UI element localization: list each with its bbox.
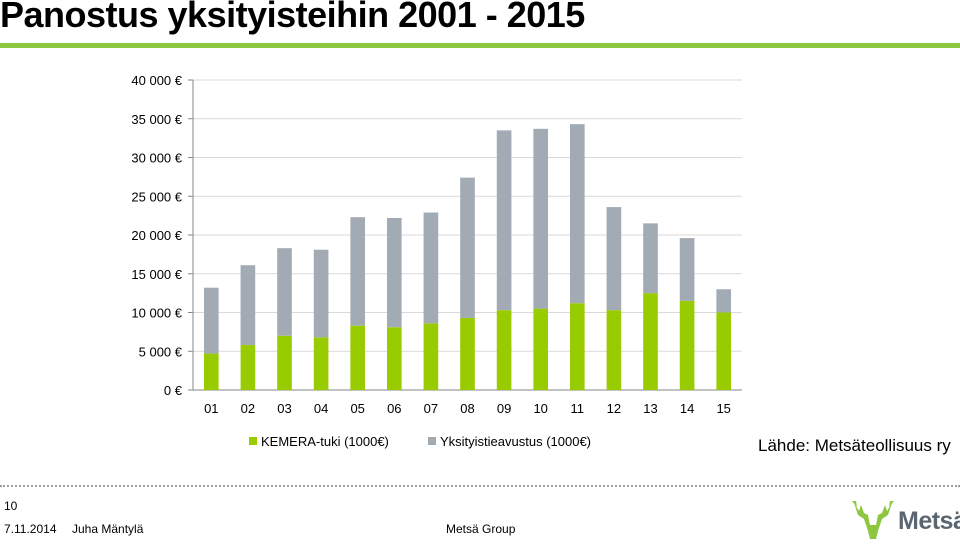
bar-kemera-tuki (679, 300, 695, 390)
bar-kemera-tuki (643, 293, 658, 390)
bar-yksityistieavustus (606, 207, 622, 311)
footer-date: 7.11.2014 (4, 522, 57, 536)
bar-yksityistieavustus (350, 217, 366, 326)
legend: KEMERA-tuki (1000€) Yksityistieavustus (1… (249, 434, 591, 449)
y-tick-labels: 0 € 5 000 € 10 000 € 15 000 € 20 000 € 25 000… (131, 73, 182, 398)
bar-yksityistieavustus (569, 124, 585, 304)
stacked-bar-chart: 0 € 5 000 € 10 000 € 15 000 € 20 000 € 25 000… (131, 73, 742, 449)
bar-yksityistieavustus (679, 238, 695, 301)
bar-yksityistieavustus (313, 249, 329, 338)
source-note: Lähde: Metsäteollisuus ry (758, 436, 951, 455)
bar-kemera-tuki (313, 337, 329, 390)
bar-kemera-tuki (533, 308, 549, 390)
footer-rule (0, 485, 960, 487)
x-tick-label: 06 (387, 401, 401, 416)
bar-kemera-tuki (350, 325, 366, 390)
bar-kemera-tuki (496, 310, 512, 390)
bar-kemera-tuki (460, 317, 475, 390)
title-rule (0, 43, 960, 48)
y-tick-label: 40 000 € (131, 73, 182, 88)
bar-kemera-tuki (569, 303, 585, 390)
page-number: 10 (4, 499, 18, 513)
bar-yksityistieavustus (203, 287, 219, 354)
x-tick-label: 03 (277, 401, 291, 416)
legend-label-yksityistie: Yksityistieavustus (1000€) (440, 434, 591, 449)
bar-kemera-tuki (423, 323, 439, 390)
y-tick-label: 15 000 € (131, 267, 182, 282)
bar-yksityistieavustus (716, 289, 732, 313)
legend-swatch-yksityistie (428, 437, 436, 445)
bar-yksityistieavustus (277, 248, 292, 336)
y-tick-label: 30 000 € (131, 151, 182, 166)
x-tick-label: 13 (643, 401, 657, 416)
x-tick-label: 14 (680, 401, 694, 416)
bar-kemera-tuki (386, 327, 402, 390)
x-tick-label: 04 (314, 401, 328, 416)
footer-author: Juha Mäntylä (72, 522, 144, 536)
bar-yksityistieavustus (386, 217, 402, 328)
footer-company: Metsä Group (446, 522, 516, 536)
x-tick-label: 07 (424, 401, 438, 416)
bar-yksityistieavustus (643, 223, 658, 294)
x-tick-label: 05 (350, 401, 364, 416)
bar-kemera-tuki (240, 345, 256, 390)
x-tick-labels: 01 02 03 04 05 06 07 08 09 10 11 12 13 14 15 (204, 401, 731, 416)
y-tick-label: 35 000 € (131, 112, 182, 127)
bar-yksityistieavustus (533, 128, 549, 309)
bar-kemera-tuki (606, 310, 622, 390)
legend-label-kemera: KEMERA-tuki (1000€) (261, 434, 389, 449)
bar-yksityistieavustus (240, 265, 256, 346)
logo-wordmark: Metsä (898, 507, 960, 535)
bar-yksityistieavustus (496, 130, 512, 311)
bar-kemera-tuki (716, 312, 732, 390)
x-tick-label: 10 (533, 401, 547, 416)
x-tick-label: 09 (497, 401, 511, 416)
x-tick-label: 11 (571, 401, 585, 416)
x-tick-label: 02 (241, 401, 255, 416)
x-tick-label: 15 (716, 401, 730, 416)
y-tick-label: 20 000 € (131, 228, 182, 243)
legend-swatch-kemera (249, 437, 257, 445)
x-tick-label: 12 (607, 401, 621, 416)
bar-kemera-tuki (203, 353, 219, 390)
y-tick-label: 25 000 € (131, 189, 182, 204)
bar-yksityistieavustus (423, 212, 439, 324)
y-tick-label: 5 000 € (139, 344, 183, 359)
bar-yksityistieavustus (460, 177, 475, 318)
y-tick-label: 0 € (164, 383, 183, 398)
slide-title: Panostus yksityisteihin 2001 - 2015 (0, 0, 585, 35)
x-tick-label: 01 (204, 401, 218, 416)
moose-antler-icon (852, 501, 894, 539)
y-tick-label: 10 000 € (131, 306, 182, 321)
bar-kemera-tuki (277, 335, 292, 390)
bars (203, 124, 732, 390)
x-tick-label: 08 (460, 401, 474, 416)
metsa-logo: Metsä (850, 497, 960, 541)
